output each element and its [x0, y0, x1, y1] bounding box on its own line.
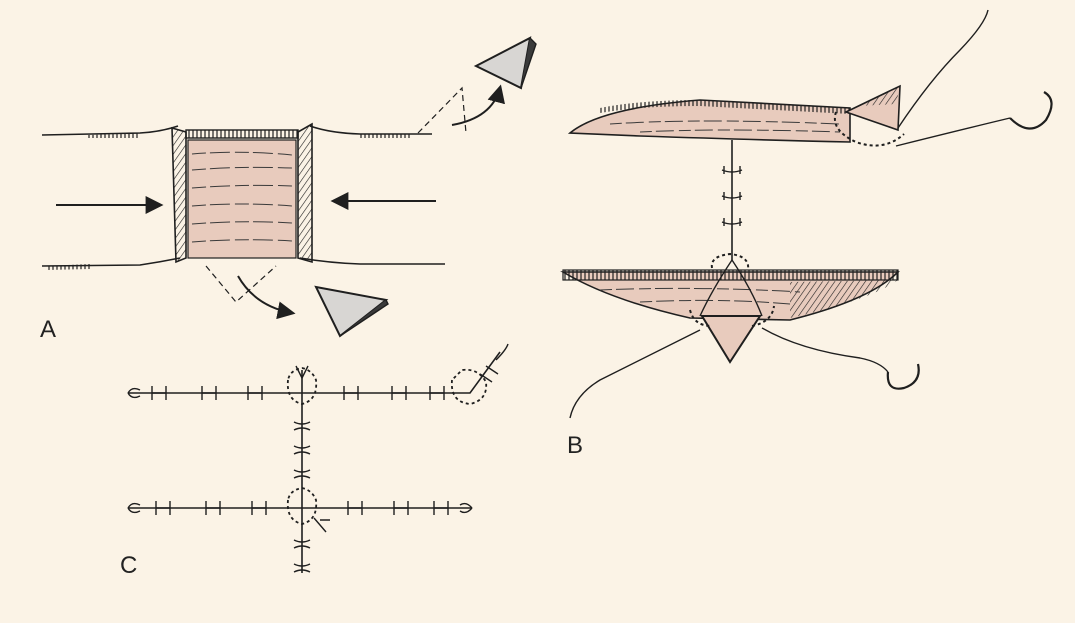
- lower-flap-right-hatch: [790, 280, 898, 318]
- panel-c: [127, 343, 509, 573]
- dog-ear-top-arrow: [451, 84, 505, 126]
- top-suture-line: [128, 351, 501, 394]
- panel-label-c: C: [120, 552, 138, 579]
- skin-top-left-hatch: [88, 133, 140, 138]
- upper-flap-rim: [600, 100, 850, 114]
- skin-bottom-right-edge: [299, 257, 445, 265]
- upper-needle-icon: [1009, 91, 1053, 130]
- lower-suture-right: [761, 327, 889, 373]
- panel-a: [41, 36, 537, 338]
- vertical-stitches-c: [293, 421, 311, 573]
- lower-flap-texture: [599, 287, 801, 305]
- upper-dog-ear-hatch: [858, 86, 900, 106]
- wound-top-rim: [185, 129, 299, 139]
- top-junction-v: [295, 365, 309, 380]
- lower-flap-rim: [562, 269, 899, 281]
- excised-triangle-top: [473, 36, 532, 90]
- bottom-junction-circle: [286, 487, 318, 525]
- lower-flap-convergence: [699, 259, 763, 317]
- lower-dog-ear: [700, 315, 762, 364]
- wound-left-wall: [171, 126, 187, 264]
- excised-triangle-top-side: [520, 37, 537, 89]
- top-junction-circle: [286, 367, 318, 405]
- panel-label-a: A: [40, 316, 57, 343]
- skin-top-right-edge: [309, 125, 432, 135]
- vertical-suture-stitches: [721, 166, 743, 226]
- skin-bottom-left-hatch: [46, 264, 90, 270]
- junction-circle: [710, 252, 750, 271]
- skin-top-right-hatch: [360, 134, 410, 138]
- top-row-stitches: [127, 343, 509, 400]
- panel-label-b: B: [567, 432, 584, 459]
- upper-flap-texture: [609, 120, 841, 133]
- upper-suture-thread: [897, 9, 989, 129]
- lower-dog-ear-circle-left: [689, 309, 713, 327]
- dog-ear-bottom-dashed: [205, 265, 277, 303]
- dog-ear-bottom-arrow: [237, 275, 296, 320]
- bottom-junction-arrow: [313, 517, 330, 533]
- panel-b: [560, 9, 1053, 419]
- wound-bed: [187, 139, 297, 259]
- lower-suture-left: [569, 329, 701, 419]
- top-right-corner-circle: [450, 368, 488, 405]
- skin-top-left-edge: [41, 125, 179, 136]
- lower-needle-icon: [886, 363, 920, 390]
- wound-right-wall: [297, 122, 313, 264]
- excised-triangle-bottom-side: [339, 299, 389, 337]
- dog-ear-top-dashed: [417, 86, 467, 134]
- bottom-row-stitches: [127, 501, 473, 515]
- skin-bottom-left-edge: [41, 257, 181, 267]
- wound-bed-texture: [191, 151, 293, 243]
- upper-suture-thread-2: [895, 117, 1011, 147]
